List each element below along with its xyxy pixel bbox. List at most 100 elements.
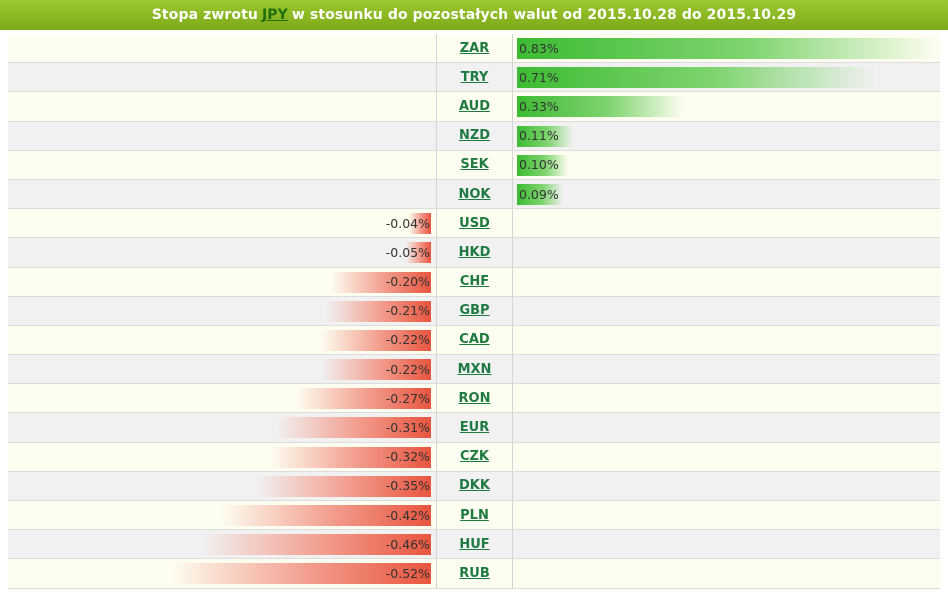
positive-cell: 0.83% [513, 34, 940, 62]
bar-cad [321, 329, 431, 351]
currency-row-aud: AUD 0.33% [8, 92, 940, 122]
title-prefix: Stopa zwrotu [151, 7, 258, 23]
positive-cell [513, 238, 940, 266]
value-label-zar: 0.83% [519, 40, 559, 56]
positive-cell [513, 209, 940, 237]
currency-link-rub[interactable]: RUB [459, 565, 490, 581]
negative-cell: -0.04% [8, 209, 437, 238]
currency-cell: DKK [437, 471, 513, 500]
negative-cell: -0.21% [8, 296, 437, 325]
bar-nzd [517, 125, 573, 147]
currency-row-nok: NOK 0.09% [8, 179, 940, 210]
negative-cell: -0.20% [8, 267, 437, 296]
positive-cell [513, 297, 940, 325]
negative-cell: -0.32% [8, 442, 437, 471]
negative-cell: -0.27% [8, 384, 437, 413]
currency-link-huf[interactable]: HUF [459, 536, 490, 552]
negative-cell: -0.52% [8, 559, 437, 588]
currency-row-hkd: -0.05% HKD [8, 238, 940, 268]
bar-ron [296, 388, 431, 410]
bar-czk [271, 446, 431, 468]
currency-link-cad[interactable]: CAD [459, 332, 490, 348]
currency-link-hkd[interactable]: HKD [458, 244, 491, 260]
bar-usd [409, 213, 431, 235]
currency-cell: GBP [437, 296, 513, 325]
value-label-nok: 0.09% [519, 186, 559, 202]
currency-cell: PLN [437, 501, 513, 530]
currency-cell: EUR [437, 413, 513, 442]
negative-cell: -0.22% [8, 355, 437, 384]
currency-link-eur[interactable]: EUR [459, 420, 490, 436]
bar-huf [201, 534, 431, 556]
currency-cell: SEK [437, 150, 513, 179]
bar-gbp [326, 300, 431, 322]
bar-zar [517, 38, 937, 59]
value-label-mxn: -0.22% [385, 361, 430, 377]
currency-cell: CAD [437, 325, 513, 355]
value-label-cad: -0.22% [385, 332, 430, 348]
currency-cell: AUD [437, 92, 513, 121]
currency-row-sek: SEK 0.10% [8, 150, 940, 180]
currency-row-gbp: -0.21% GBP [8, 296, 940, 326]
currency-link-zar[interactable]: ZAR [459, 40, 490, 56]
currency-link-dkk[interactable]: DKK [459, 478, 490, 494]
currency-link-pln[interactable]: PLN [460, 507, 489, 523]
value-label-rub: -0.52% [385, 565, 430, 581]
currency-link-gbp[interactable]: GBP [459, 303, 490, 319]
positive-cell: 0.11% [513, 122, 940, 150]
value-label-gbp: -0.21% [385, 303, 430, 319]
currency-cell: MXN [437, 355, 513, 384]
base-currency-link[interactable]: JPY [261, 7, 288, 23]
currency-row-huf: -0.46% HUF [8, 530, 940, 560]
currency-cell: RON [437, 384, 513, 413]
positive-cell: 0.71% [513, 63, 940, 91]
positive-cell [513, 326, 940, 354]
negative-cell: -0.35% [8, 471, 437, 500]
bar-mxn [321, 359, 431, 381]
currency-link-nok[interactable]: NOK [458, 186, 491, 202]
currency-link-ron[interactable]: RON [458, 390, 491, 406]
positive-cell: 0.10% [513, 151, 940, 179]
bar-pln [221, 505, 431, 526]
currency-cell: NOK [437, 179, 513, 209]
currency-row-pln: -0.42% PLN [8, 501, 940, 531]
currency-link-nzd[interactable]: NZD [458, 128, 491, 144]
currency-link-mxn[interactable]: MXN [457, 361, 492, 377]
negative-cell: -0.31% [8, 413, 437, 442]
value-label-czk: -0.32% [385, 449, 430, 465]
bar-eur [276, 417, 431, 439]
positive-cell [513, 413, 940, 441]
currency-row-chf: -0.20% CHF [8, 267, 940, 297]
positive-cell: 0.33% [513, 92, 940, 120]
positive-cell [513, 530, 940, 558]
bar-dkk [256, 475, 431, 497]
negative-cell [8, 179, 437, 209]
currency-cell: HUF [437, 530, 513, 559]
currency-cell: TRY [437, 63, 513, 92]
bar-hkd [406, 242, 431, 264]
currency-link-usd[interactable]: USD [459, 215, 490, 231]
currency-row-zar: ZAR 0.83% [8, 34, 940, 64]
value-label-nzd: 0.11% [519, 128, 559, 144]
currency-link-aud[interactable]: AUD [458, 98, 490, 114]
currency-rows: ZAR 0.83% TRY 0.71% AUD 0.33% NZD 0.11% SEK 0.10%… [8, 34, 940, 589]
currency-row-dkk: -0.35% DKK [8, 471, 940, 501]
value-label-try: 0.71% [519, 69, 559, 85]
currency-cell: RUB [437, 559, 513, 588]
currency-link-chf[interactable]: CHF [459, 274, 490, 290]
negative-cell [8, 63, 437, 92]
currency-row-czk: -0.32% CZK [8, 442, 940, 472]
negative-cell [8, 92, 437, 121]
currency-link-sek[interactable]: SEK [460, 157, 489, 173]
currency-row-cad: -0.22% CAD [8, 325, 940, 356]
currency-cell: ZAR [437, 34, 513, 63]
currency-cell: CHF [437, 267, 513, 296]
currency-link-try[interactable]: TRY [460, 69, 489, 85]
chart-title: Stopa zwrotu JPY w stosunku do pozostały… [0, 0, 948, 30]
value-label-dkk: -0.35% [385, 478, 430, 494]
currency-link-czk[interactable]: CZK [459, 449, 490, 465]
negative-cell [8, 34, 437, 63]
value-label-pln: -0.42% [385, 507, 430, 523]
value-label-ron: -0.27% [385, 390, 430, 406]
